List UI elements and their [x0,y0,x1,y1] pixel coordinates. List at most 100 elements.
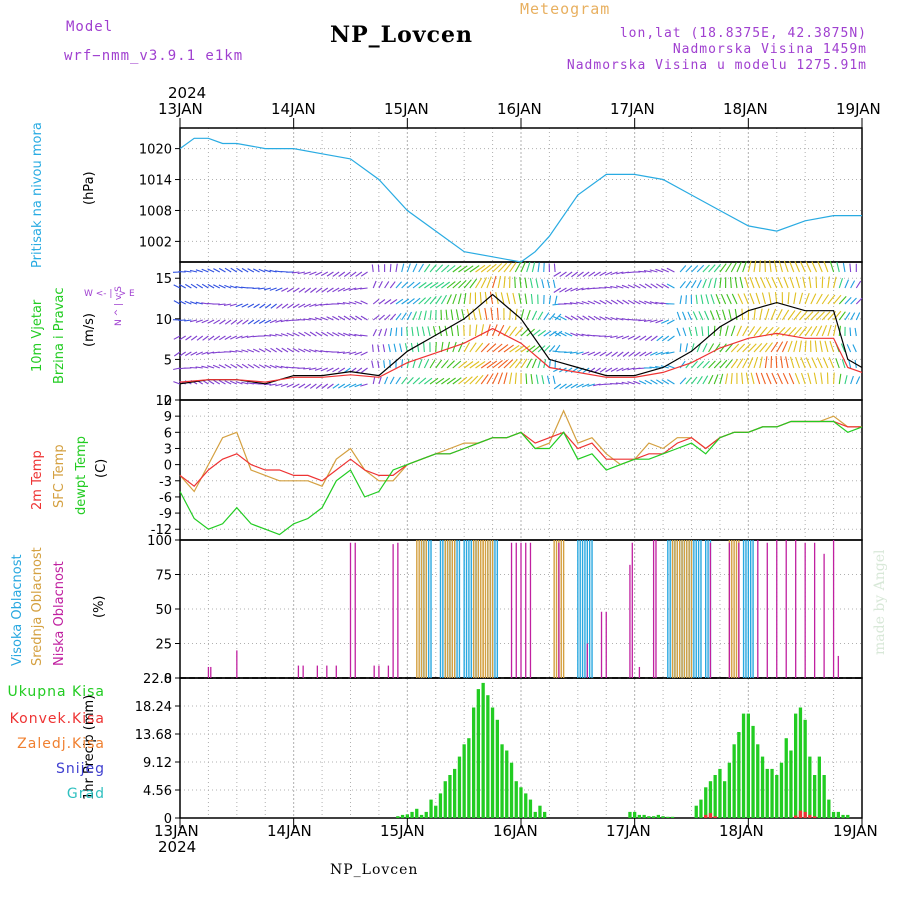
wind-arrow [655,301,664,305]
wind-arrow [292,332,300,337]
pressure-line [179,137,862,263]
wind-arrow [581,383,590,388]
wind-arrow [715,309,721,321]
wind-arrow [777,276,783,289]
wind-arrow [679,280,686,289]
wind-arrow [480,343,490,353]
legend-freezing: Zaledj.Kisa [17,736,105,752]
wind-arrow [546,279,550,289]
wind-arrow [280,365,289,369]
wind-arrow [530,374,533,385]
wind-arrows [172,260,863,390]
date-bottom-2: 15JAN [380,822,425,840]
wind-arrow [744,276,749,289]
wind-arrow [708,360,716,369]
wind-arrow [742,261,747,273]
wind-arrow [842,262,846,273]
wind-arrow [836,261,840,273]
wind-arrow [372,298,380,305]
wind-arrow [286,383,294,388]
precip-bar-total [732,744,736,818]
wind-arrow [543,345,551,353]
wind-arrow [264,319,272,324]
wind-arrow [429,359,436,369]
precip-bar-total [779,762,784,818]
wind-arrow [463,361,474,369]
wind-arrow [795,276,801,289]
wind-arrow [621,367,630,372]
precip-bar-total [434,805,438,818]
wind-arrow [179,351,186,357]
wind-arrow [570,315,579,321]
wind-arrow [610,335,618,339]
wind-arrow [343,287,351,292]
wind-arrow [828,357,835,369]
wind-arrow [588,367,596,374]
precip-bar-total [827,799,831,818]
model-name: wrf−nmm_v3.9.1 e1km [64,48,244,64]
wind-arrow [446,281,456,289]
wind-arrow [457,293,462,305]
wind-arrow [342,351,351,355]
wind-arrow [582,315,590,321]
wind-arrow [332,383,340,389]
wind-arrow [798,340,802,353]
wind-arrow [263,383,271,386]
precip-bar-total [822,775,826,818]
wind-arrow [650,335,658,342]
wind-arrow [354,300,363,305]
wind-arrow [813,372,818,385]
wind-arrow [679,265,687,273]
wind-arrow [610,285,618,289]
wind-arrow [308,367,317,371]
wind-arrow [588,271,596,277]
wind-arrow [213,379,221,385]
wind-arrow [298,287,306,293]
wind-arrow [179,300,186,305]
wind-arrow [514,372,517,385]
ytick-label-0: 1014 [139,174,172,189]
wind-arrow [554,344,561,353]
precip-bar-total [760,756,765,818]
wind-arrow [701,326,704,337]
wind-arrow [696,279,702,289]
precip-bar-total [656,814,660,818]
wind-arrow [326,287,334,293]
wind-arrow [395,281,403,289]
wind-arrow [291,271,300,274]
wind-arrow [549,330,557,337]
precip-bar-convective [813,816,817,818]
wind-arrow [315,287,323,293]
wind-arrow [799,310,808,321]
wind-arrow [559,383,567,390]
wind-arrow [207,283,215,289]
wind-arrow [463,279,472,289]
wind-arrow [782,372,789,385]
wind-arrow [184,270,192,273]
wind-arrow [360,315,368,321]
model-label: Model [66,19,114,35]
wind-arrow [270,303,277,309]
wind-arrow [401,312,407,321]
precip-bar-total [751,725,755,818]
precip-bar-total [419,814,424,818]
wind-arrow [492,359,503,369]
wind-arrow [382,344,386,353]
wind-arrow [281,303,289,309]
wind-arrow [576,383,584,388]
wind-arrow [190,335,198,341]
wind-arrow [195,269,203,273]
wind-arrow [816,325,823,337]
wind-arrow [452,360,462,369]
wind-arrow [259,303,266,309]
ytick-label-1: 5 [164,353,172,368]
wind-arrow [253,364,260,369]
wind-arrow [450,325,454,337]
wind-arrow [793,310,802,321]
wind-arrow [650,351,658,356]
wind-arrow [298,331,306,337]
wind-arrow [575,351,584,355]
wind-arrow [565,383,573,389]
wind-arrow [395,327,398,337]
wind-arrow [725,373,729,385]
